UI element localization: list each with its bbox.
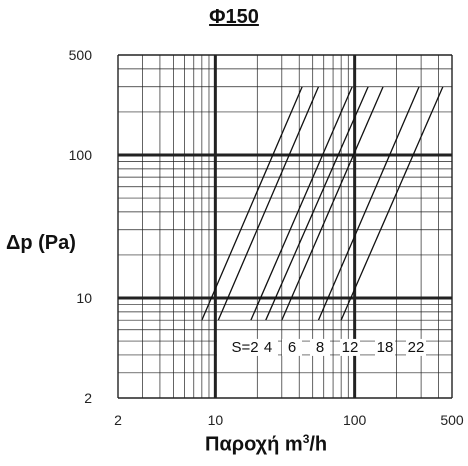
grid <box>117 54 453 399</box>
series-label-bg <box>282 338 302 356</box>
y-tick-label: 10 <box>76 290 92 306</box>
y-tick-label: 100 <box>69 147 93 163</box>
curves <box>201 86 444 321</box>
curve-s8 <box>265 86 369 321</box>
y-tick-label: 500 <box>69 47 93 63</box>
curve-s4 <box>217 86 320 321</box>
series-label-s22: 22 <box>408 339 425 356</box>
x-tick-label: 100 <box>343 412 367 428</box>
series-label-s6: 6 <box>288 339 296 356</box>
series-label-bg <box>406 338 426 356</box>
x-axis-label-superscript: 3 <box>302 432 310 446</box>
x-axis-label: Παροχή m3/h <box>205 432 327 457</box>
series-label-s12: 12 <box>342 339 359 356</box>
x-tick-label: 2 <box>114 412 122 428</box>
x-tick-label: 10 <box>208 412 224 428</box>
tick-labels: 2 10 100 500 2 10 100 500 <box>69 47 464 428</box>
series-label-bg <box>375 338 395 356</box>
curve-s6 <box>250 86 353 321</box>
series-label-s18: 18 <box>377 339 394 356</box>
series-label-s8: 8 <box>316 339 324 356</box>
series-label-bg <box>217 338 259 356</box>
curve-s18 <box>317 86 420 321</box>
x-axis-label-text: Παροχή m <box>205 433 303 456</box>
curve-s2 <box>201 86 303 321</box>
series-labels: S=2 4 6 8 12 18 22 <box>217 338 426 356</box>
curve-s12 <box>281 86 384 321</box>
curve-s22 <box>340 86 444 321</box>
x-axis-label-suffix: /h <box>309 433 328 456</box>
series-label-s2: S=2 <box>231 339 258 356</box>
chart-title: Φ150 <box>209 6 259 28</box>
x-tick-label: 500 <box>440 412 464 428</box>
series-label-bg <box>310 338 330 356</box>
series-label-bg <box>258 338 278 356</box>
y-tick-label: 2 <box>84 390 92 406</box>
series-label-bg <box>340 338 360 356</box>
y-axis-label: Δp (Pa) <box>6 232 76 254</box>
series-label-s4: 4 <box>264 339 272 356</box>
